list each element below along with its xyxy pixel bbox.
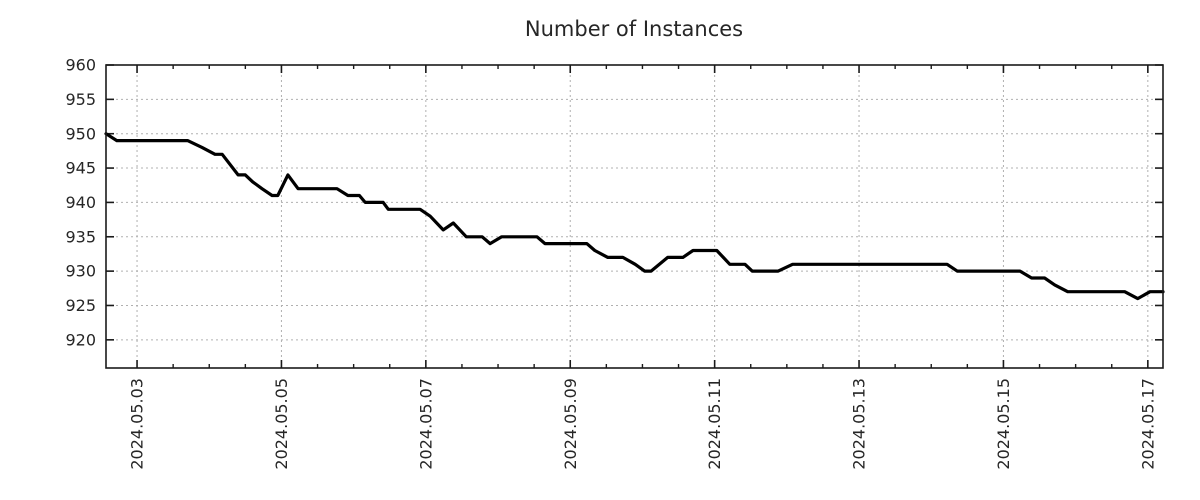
y-tick-label: 930 [65, 262, 96, 281]
x-tick-label: 2024.05.07 [416, 378, 435, 470]
y-tick-label: 935 [65, 227, 96, 246]
x-tick-label: 2024.05.17 [1138, 378, 1157, 470]
plot-border [105, 64, 1164, 369]
x-tick-label: 2024.05.03 [128, 378, 147, 470]
x-tick-label: 2024.05.09 [561, 378, 580, 470]
y-tick-label: 945 [65, 159, 96, 178]
y-tick-label: 940 [65, 193, 96, 212]
x-tick-label: 2024.05.05 [272, 378, 291, 470]
y-tick-label: 960 [65, 56, 96, 75]
plot-render-root: 960 955 950 945 940 935 930 925 920 2024.05.03 202… [65, 56, 1165, 470]
x-tick-label: 2024.05.13 [850, 378, 869, 470]
y-tick-label: 920 [65, 330, 96, 349]
y-tick-label: 955 [65, 90, 96, 109]
chart-title: Number of Instances [525, 17, 743, 41]
y-tick-label: 950 [65, 124, 96, 143]
y-tick-label: 925 [65, 296, 96, 315]
x-tick-label: 2024.05.11 [705, 378, 724, 470]
x-tick-label: 2024.05.15 [994, 378, 1013, 470]
series-line-instances [104, 132, 1165, 301]
